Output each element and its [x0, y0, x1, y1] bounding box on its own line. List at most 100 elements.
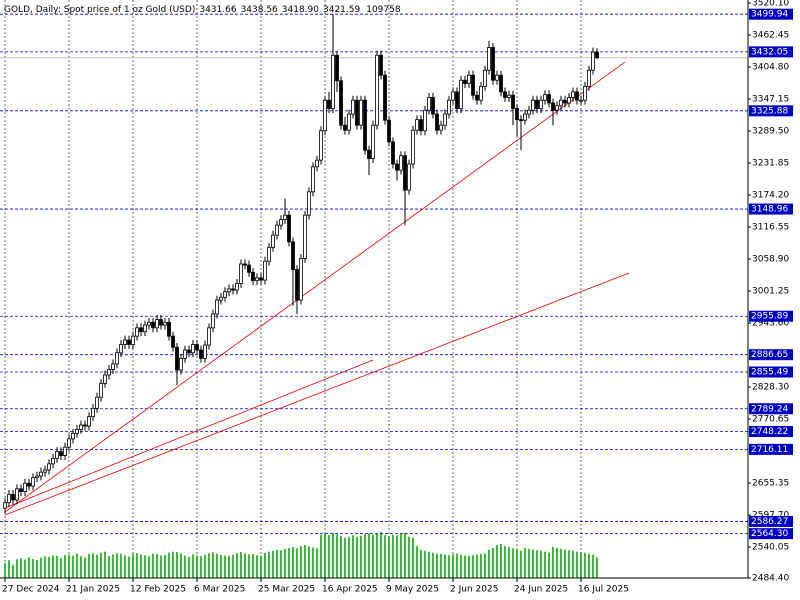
- volume-bar: [112, 554, 114, 578]
- volume-bar: [356, 537, 358, 578]
- level-label-box: [749, 203, 793, 215]
- volume-bar: [484, 553, 486, 578]
- header-volume: 109758: [366, 5, 401, 15]
- candle-body: [291, 241, 295, 270]
- candle-body: [371, 124, 375, 159]
- x-tick-label: 16 Jul 2025: [578, 585, 629, 595]
- level-label: 3325.88: [751, 106, 788, 116]
- volume-bar: [280, 550, 282, 578]
- volume-bar: [464, 555, 466, 578]
- volume-bar: [352, 535, 354, 578]
- candle-body: [271, 234, 275, 248]
- volume-bar: [196, 555, 198, 578]
- candle-body: [299, 258, 303, 301]
- volume-bar: [572, 550, 574, 578]
- volume-bar: [200, 556, 202, 578]
- level-label: 2955.89: [751, 312, 788, 322]
- level-label-box: [749, 403, 793, 415]
- y-tick-label: 2540.05: [752, 543, 789, 553]
- candle-body: [387, 119, 391, 143]
- volume-bar: [44, 556, 46, 578]
- candle-body: [19, 488, 23, 493]
- volume-bar: [224, 555, 226, 578]
- volume-bar: [328, 535, 330, 578]
- volume-bar: [424, 550, 426, 578]
- candle-body: [479, 85, 483, 101]
- candle-body: [327, 99, 331, 109]
- candle-body: [391, 141, 395, 165]
- volume-bar: [384, 535, 386, 578]
- volume-bar: [596, 557, 598, 578]
- candle-body: [23, 482, 27, 493]
- y-tick-label: 3174.20: [752, 191, 789, 201]
- candle-body: [535, 99, 539, 109]
- candle-body: [531, 99, 535, 111]
- candle-body: [175, 346, 179, 371]
- volume-bar: [232, 554, 234, 578]
- volume-bar: [420, 549, 422, 578]
- volume-bar: [392, 534, 394, 578]
- volume-bar: [496, 545, 498, 578]
- volume-bar: [368, 533, 370, 578]
- candle-body: [147, 321, 151, 326]
- volume-bar: [336, 534, 338, 578]
- candle-body: [467, 74, 471, 84]
- volume-bar: [584, 552, 586, 578]
- candle-body: [523, 113, 527, 121]
- volume-bar: [276, 549, 278, 578]
- header-low: 3418.90: [282, 5, 319, 15]
- volume-bar: [156, 553, 158, 578]
- y-tick-label: 3116.55: [752, 223, 789, 233]
- volume-bar: [256, 555, 258, 578]
- volume-bar: [72, 555, 74, 578]
- chart-header: GOLD, Daily: Spot price of 1 oz Gold (US…: [4, 5, 401, 15]
- volume-bar: [528, 548, 530, 578]
- level-label-box: [749, 105, 793, 117]
- candle-body: [407, 163, 411, 191]
- candle-body: [143, 324, 147, 333]
- volume-bar: [84, 557, 86, 578]
- volume-bar: [364, 534, 366, 578]
- candle-body: [43, 469, 47, 473]
- trend-line: [4, 61, 626, 513]
- volume-bar: [520, 550, 522, 578]
- level-label: 3148.96: [751, 205, 788, 215]
- volume-bar: [316, 548, 318, 578]
- candle-body: [395, 163, 399, 171]
- candle-body: [303, 214, 307, 259]
- volume-bar: [48, 556, 50, 578]
- candle-body: [443, 113, 447, 126]
- candle-body: [483, 69, 487, 87]
- candle-body: [567, 97, 571, 104]
- volume-bar: [416, 546, 418, 578]
- candle-body: [411, 129, 415, 165]
- candle-body: [543, 94, 547, 101]
- volume-bar: [20, 558, 22, 578]
- y-tick-label: 3289.50: [752, 127, 789, 137]
- candle-body: [323, 99, 327, 132]
- candle-body: [51, 457, 55, 465]
- candle-body: [119, 344, 123, 354]
- y-tick-label: 3404.80: [752, 63, 789, 73]
- volume-bar: [500, 543, 502, 578]
- candle-body: [283, 214, 287, 220]
- candle-body: [71, 432, 75, 440]
- volume-bar: [592, 554, 594, 578]
- header-open: 3431.66: [199, 5, 236, 15]
- candle-body: [399, 155, 403, 171]
- volume-bar: [292, 547, 294, 578]
- volume-bar: [4, 562, 6, 578]
- candle-body: [179, 357, 183, 371]
- volume-bar: [252, 553, 254, 578]
- candle-body: [211, 313, 215, 329]
- volume-bar: [472, 555, 474, 578]
- volume-bar: [268, 551, 270, 578]
- candle-body: [191, 344, 195, 354]
- candle-body: [435, 113, 439, 131]
- volume-bar: [512, 548, 514, 578]
- x-tick-label: 2 Jun 2025: [450, 585, 498, 595]
- candle-body: [255, 277, 259, 282]
- level-label: 2855.49: [751, 367, 788, 377]
- volume-bar: [544, 551, 546, 578]
- volume-bar: [68, 554, 70, 578]
